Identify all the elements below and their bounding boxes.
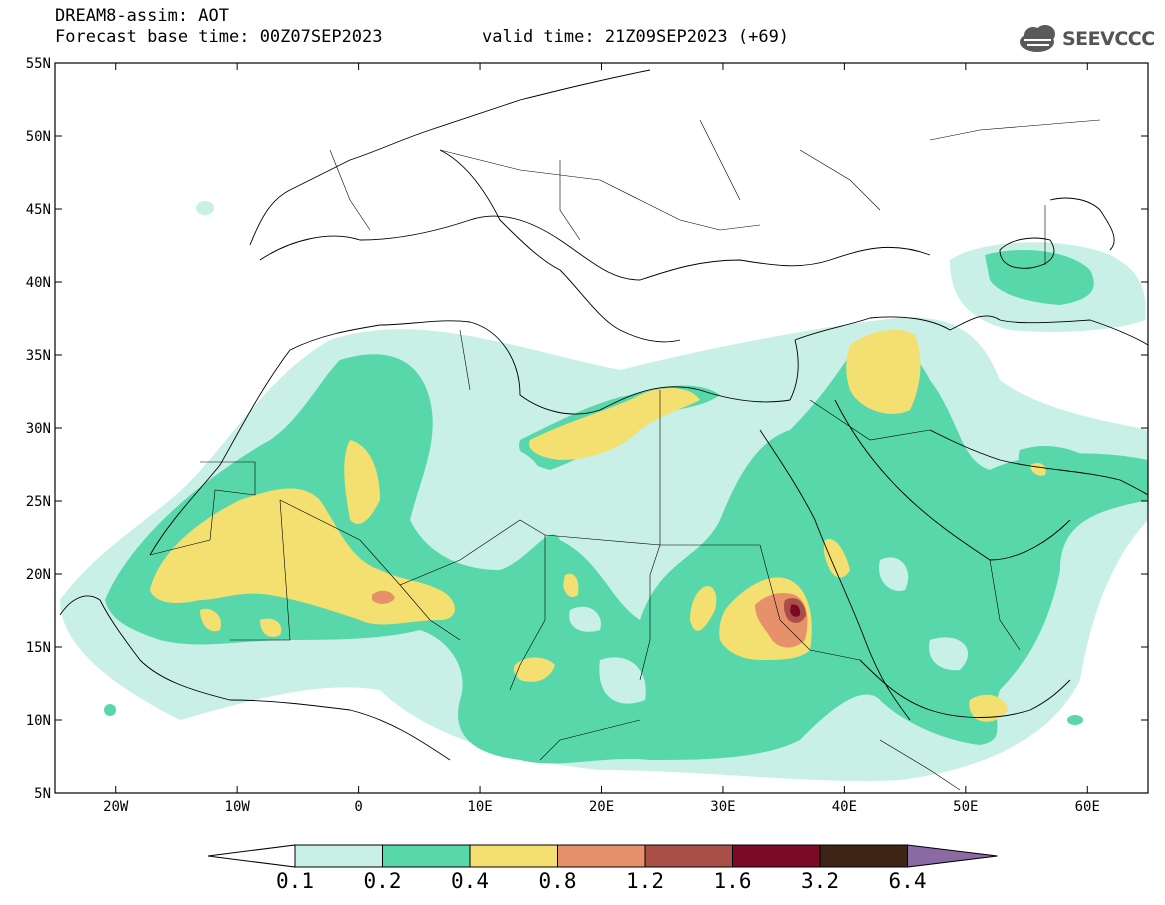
- aot-field: [59, 69, 1148, 791]
- lat-tick-label: 35N: [26, 348, 51, 364]
- valid-time: valid time: 21Z09SEP2023 (+69): [482, 27, 790, 47]
- logo-text: SEEVCCC: [1062, 28, 1155, 50]
- lat-tick-label: 50N: [26, 129, 51, 145]
- colorbar-label: 3.2: [801, 869, 839, 893]
- product-title: DREAM8-assim: AOT: [55, 6, 229, 26]
- lat-tick-label: 45N: [26, 202, 51, 218]
- colorbar: 0.1 0.2 0.4 0.8 1.2 1.6 3.2 6.4: [207, 844, 998, 893]
- colorbar-label: 0.8: [539, 869, 577, 893]
- latitude-axis: 5N 10N 15N 20N 25N 30N 35N 40N 45N 50N 55N: [26, 56, 1148, 802]
- lon-tick-label: 30E: [710, 799, 735, 815]
- lat-tick-label: 40N: [26, 275, 51, 291]
- colorbar-arrow-low: [207, 844, 296, 868]
- forecast-base-time: Forecast base time: 00Z07SEP2023: [55, 27, 383, 47]
- colorbar-segment: [819, 844, 908, 868]
- lat-tick-label: 25N: [26, 494, 51, 510]
- lon-tick-label: 10E: [467, 799, 492, 815]
- longitude-axis: 20W 10W 0 10E 20E 30E 40E 50E 60E: [103, 63, 1100, 815]
- lon-tick-label: 0: [354, 799, 362, 815]
- lat-tick-label: 20N: [26, 567, 51, 583]
- colorbar-segment: [557, 844, 646, 868]
- lat-tick-label: 5N: [34, 786, 51, 802]
- colorbar-label: 1.2: [626, 869, 664, 893]
- colorbar-segment: [469, 844, 558, 868]
- lat-tick-label: 30N: [26, 421, 51, 437]
- colorbar-segment: [644, 844, 733, 868]
- lat-tick-label: 15N: [26, 640, 51, 656]
- colorbar-segment: [382, 844, 471, 868]
- lon-tick-label: 60E: [1075, 799, 1100, 815]
- lon-tick-label: 50E: [953, 799, 978, 815]
- lon-tick-label: 40E: [832, 799, 857, 815]
- colorbar-label: 0.4: [451, 869, 489, 893]
- lon-tick-label: 20W: [103, 799, 129, 815]
- lon-tick-label: 10W: [225, 799, 251, 815]
- colorbar-label: 0.2: [364, 869, 402, 893]
- lat-tick-label: 10N: [26, 713, 51, 729]
- colorbar-arrow-high: [907, 844, 998, 868]
- lat-tick-label: 55N: [26, 56, 51, 72]
- colorbar-label: 6.4: [889, 869, 927, 893]
- colorbar-label: 0.1: [276, 869, 314, 893]
- lon-tick-label: 20E: [589, 799, 614, 815]
- colorbar-segment: [294, 844, 383, 868]
- cloud-icon: [1020, 25, 1055, 52]
- colorbar-segment: [732, 844, 821, 868]
- colorbar-label: 1.6: [714, 869, 752, 893]
